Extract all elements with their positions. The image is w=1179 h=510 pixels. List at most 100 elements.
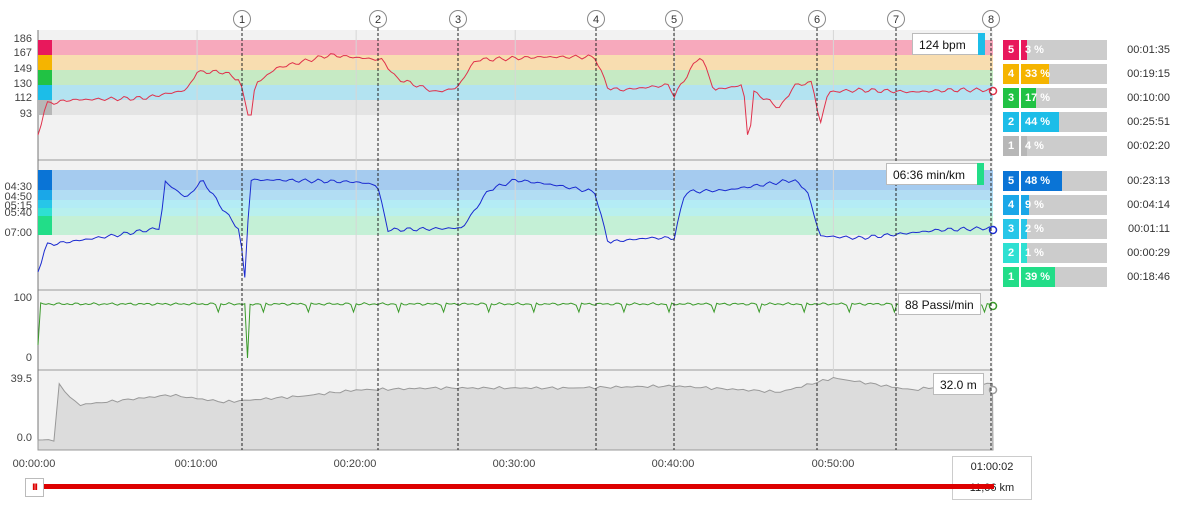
zone-percent: 17 % (1025, 92, 1051, 104)
hr-y-tick: 93 (19, 108, 32, 120)
hr-y-tick: 167 (13, 47, 32, 59)
lap-marker-8[interactable]: 8 (982, 10, 1000, 28)
zone-bar-fill (1021, 219, 1027, 239)
pace-zone-time: 00:04:14 (1127, 199, 1170, 211)
zone-percent: 44 % (1025, 116, 1051, 128)
zone-bar-fill (1021, 112, 1059, 132)
cadence-y-tick: 0 (25, 352, 32, 364)
hr-zone-row-1[interactable]: 1 4 % (1003, 136, 1107, 156)
pace-zone-row-1[interactable]: 1 39 % (1003, 267, 1107, 287)
zone-bar-track (1021, 243, 1107, 263)
hr-y-tick: 186 (13, 33, 32, 45)
hr-zone-time: 00:19:15 (1127, 68, 1170, 80)
hr-zone-row-3[interactable]: 3 17 % (1003, 88, 1107, 108)
zone-number: 2 (1003, 112, 1019, 132)
pace-zone-row-3[interactable]: 3 2 % (1003, 219, 1107, 239)
heart-rate-line (37, 53, 993, 136)
pace-y-tick: 05:15 (4, 200, 32, 212)
zone-number: 3 (1003, 219, 1019, 239)
scrubber-handle[interactable]: III (25, 478, 44, 497)
pace-current-value: 06:36 min/km (886, 163, 985, 185)
zone-percent: 3 % (1025, 44, 1044, 56)
zone-number: 3 (1003, 88, 1019, 108)
cursor-readout: 01:00:02 11,06 km (952, 456, 1032, 500)
zone-number: 1 (1003, 136, 1019, 156)
hr-zone-swatch (977, 33, 985, 55)
zone-percent: 33 % (1025, 68, 1051, 80)
lap-marker-2[interactable]: 2 (369, 10, 387, 28)
zone-bar-fill (1021, 267, 1055, 287)
cadence-line (37, 302, 993, 359)
altitude-current-value: 32.0 m (933, 373, 984, 395)
pace-zone-time: 00:18:46 (1127, 271, 1170, 283)
zone-number: 1 (1003, 267, 1019, 287)
hr-y-tick: 149 (13, 63, 32, 75)
hr-zone-time: 00:01:35 (1127, 44, 1170, 56)
zone-bar-track (1021, 40, 1107, 60)
zone-percent: 2 % (1025, 223, 1044, 235)
x-axis-tick: 00:30:00 (492, 458, 536, 470)
pace-zone-row-5[interactable]: 5 48 % (1003, 171, 1107, 191)
hr-zone-row-5[interactable]: 5 3 % (1003, 40, 1107, 60)
lap-marker-1[interactable]: 1 (233, 10, 251, 28)
zone-bar-fill (1021, 195, 1029, 215)
zone-number: 4 (1003, 195, 1019, 215)
zone-bar-track (1021, 219, 1107, 239)
hr-y-tick: 130 (13, 78, 32, 90)
hr-zone-time: 00:10:00 (1127, 92, 1170, 104)
zone-bar-fill (1021, 243, 1027, 263)
lap-marker-3[interactable]: 3 (449, 10, 467, 28)
pace-line (37, 178, 993, 278)
altitude-y-tick: 0.0 (16, 432, 32, 444)
pace-zone-row-4[interactable]: 4 9 % (1003, 195, 1107, 215)
zone-bar-track (1021, 88, 1107, 108)
zone-bar-fill (1021, 171, 1063, 191)
zone-percent: 48 % (1025, 175, 1051, 187)
zone-percent: 39 % (1025, 271, 1051, 283)
hr-current-value: 124 bpm (912, 33, 985, 55)
pace-zone-row-2[interactable]: 2 1 % (1003, 243, 1107, 263)
zone-percent: 1 % (1025, 247, 1044, 259)
cadence-current-value: 88 Passi/min (898, 293, 981, 315)
zone-number: 4 (1003, 64, 1019, 84)
lap-marker-6[interactable]: 6 (808, 10, 826, 28)
zone-bar-fill (1021, 88, 1036, 108)
pace-y-tick: 05:40 (4, 207, 32, 219)
x-axis-tick: 00:50:00 (811, 458, 855, 470)
zone-number: 2 (1003, 243, 1019, 263)
zone-bar-fill (1021, 40, 1027, 60)
lap-marker-7[interactable]: 7 (887, 10, 905, 28)
pace-y-tick: 07:00 (4, 227, 32, 239)
pace-zone-time: 00:01:11 (1127, 223, 1170, 235)
zone-percent: 4 % (1025, 140, 1044, 152)
zone-number: 5 (1003, 171, 1019, 191)
cursor-time: 01:00:02 (970, 461, 1014, 473)
x-axis-tick: 00:20:00 (333, 458, 377, 470)
x-axis-tick: 00:40:00 (651, 458, 695, 470)
pace-zone-time: 00:00:29 (1127, 247, 1170, 259)
zone-percent: 9 % (1025, 199, 1044, 211)
hr-zone-row-4[interactable]: 4 33 % (1003, 64, 1107, 84)
x-axis-tick: 00:00:00 (12, 458, 56, 470)
zone-number: 5 (1003, 40, 1019, 60)
hr-zone-time: 00:25:51 (1127, 116, 1170, 128)
pace-zone-time: 00:23:13 (1127, 175, 1170, 187)
hr-y-tick: 112 (14, 92, 32, 104)
lap-marker-4[interactable]: 4 (587, 10, 605, 28)
altitude-area (37, 376, 994, 451)
x-axis-tick: 00:10:00 (174, 458, 218, 470)
cadence-y-tick: 100 (13, 292, 32, 304)
pace-y-tick: 04:50 (4, 191, 32, 203)
zone-bar-track (1021, 136, 1107, 156)
timeline-scrubber[interactable] (30, 484, 994, 489)
pace-zone-swatch (977, 163, 985, 185)
hr-zone-row-2[interactable]: 2 44 % (1003, 112, 1107, 132)
altitude-y-tick: 39.5 (10, 373, 32, 385)
zone-bar-track (1021, 195, 1107, 215)
hr-zone-time: 00:02:20 (1127, 140, 1170, 152)
pace-y-tick: 04:30 (4, 181, 32, 193)
zone-bar-fill (1021, 136, 1027, 156)
zone-bar-fill (1021, 64, 1050, 84)
lap-marker-5[interactable]: 5 (665, 10, 683, 28)
